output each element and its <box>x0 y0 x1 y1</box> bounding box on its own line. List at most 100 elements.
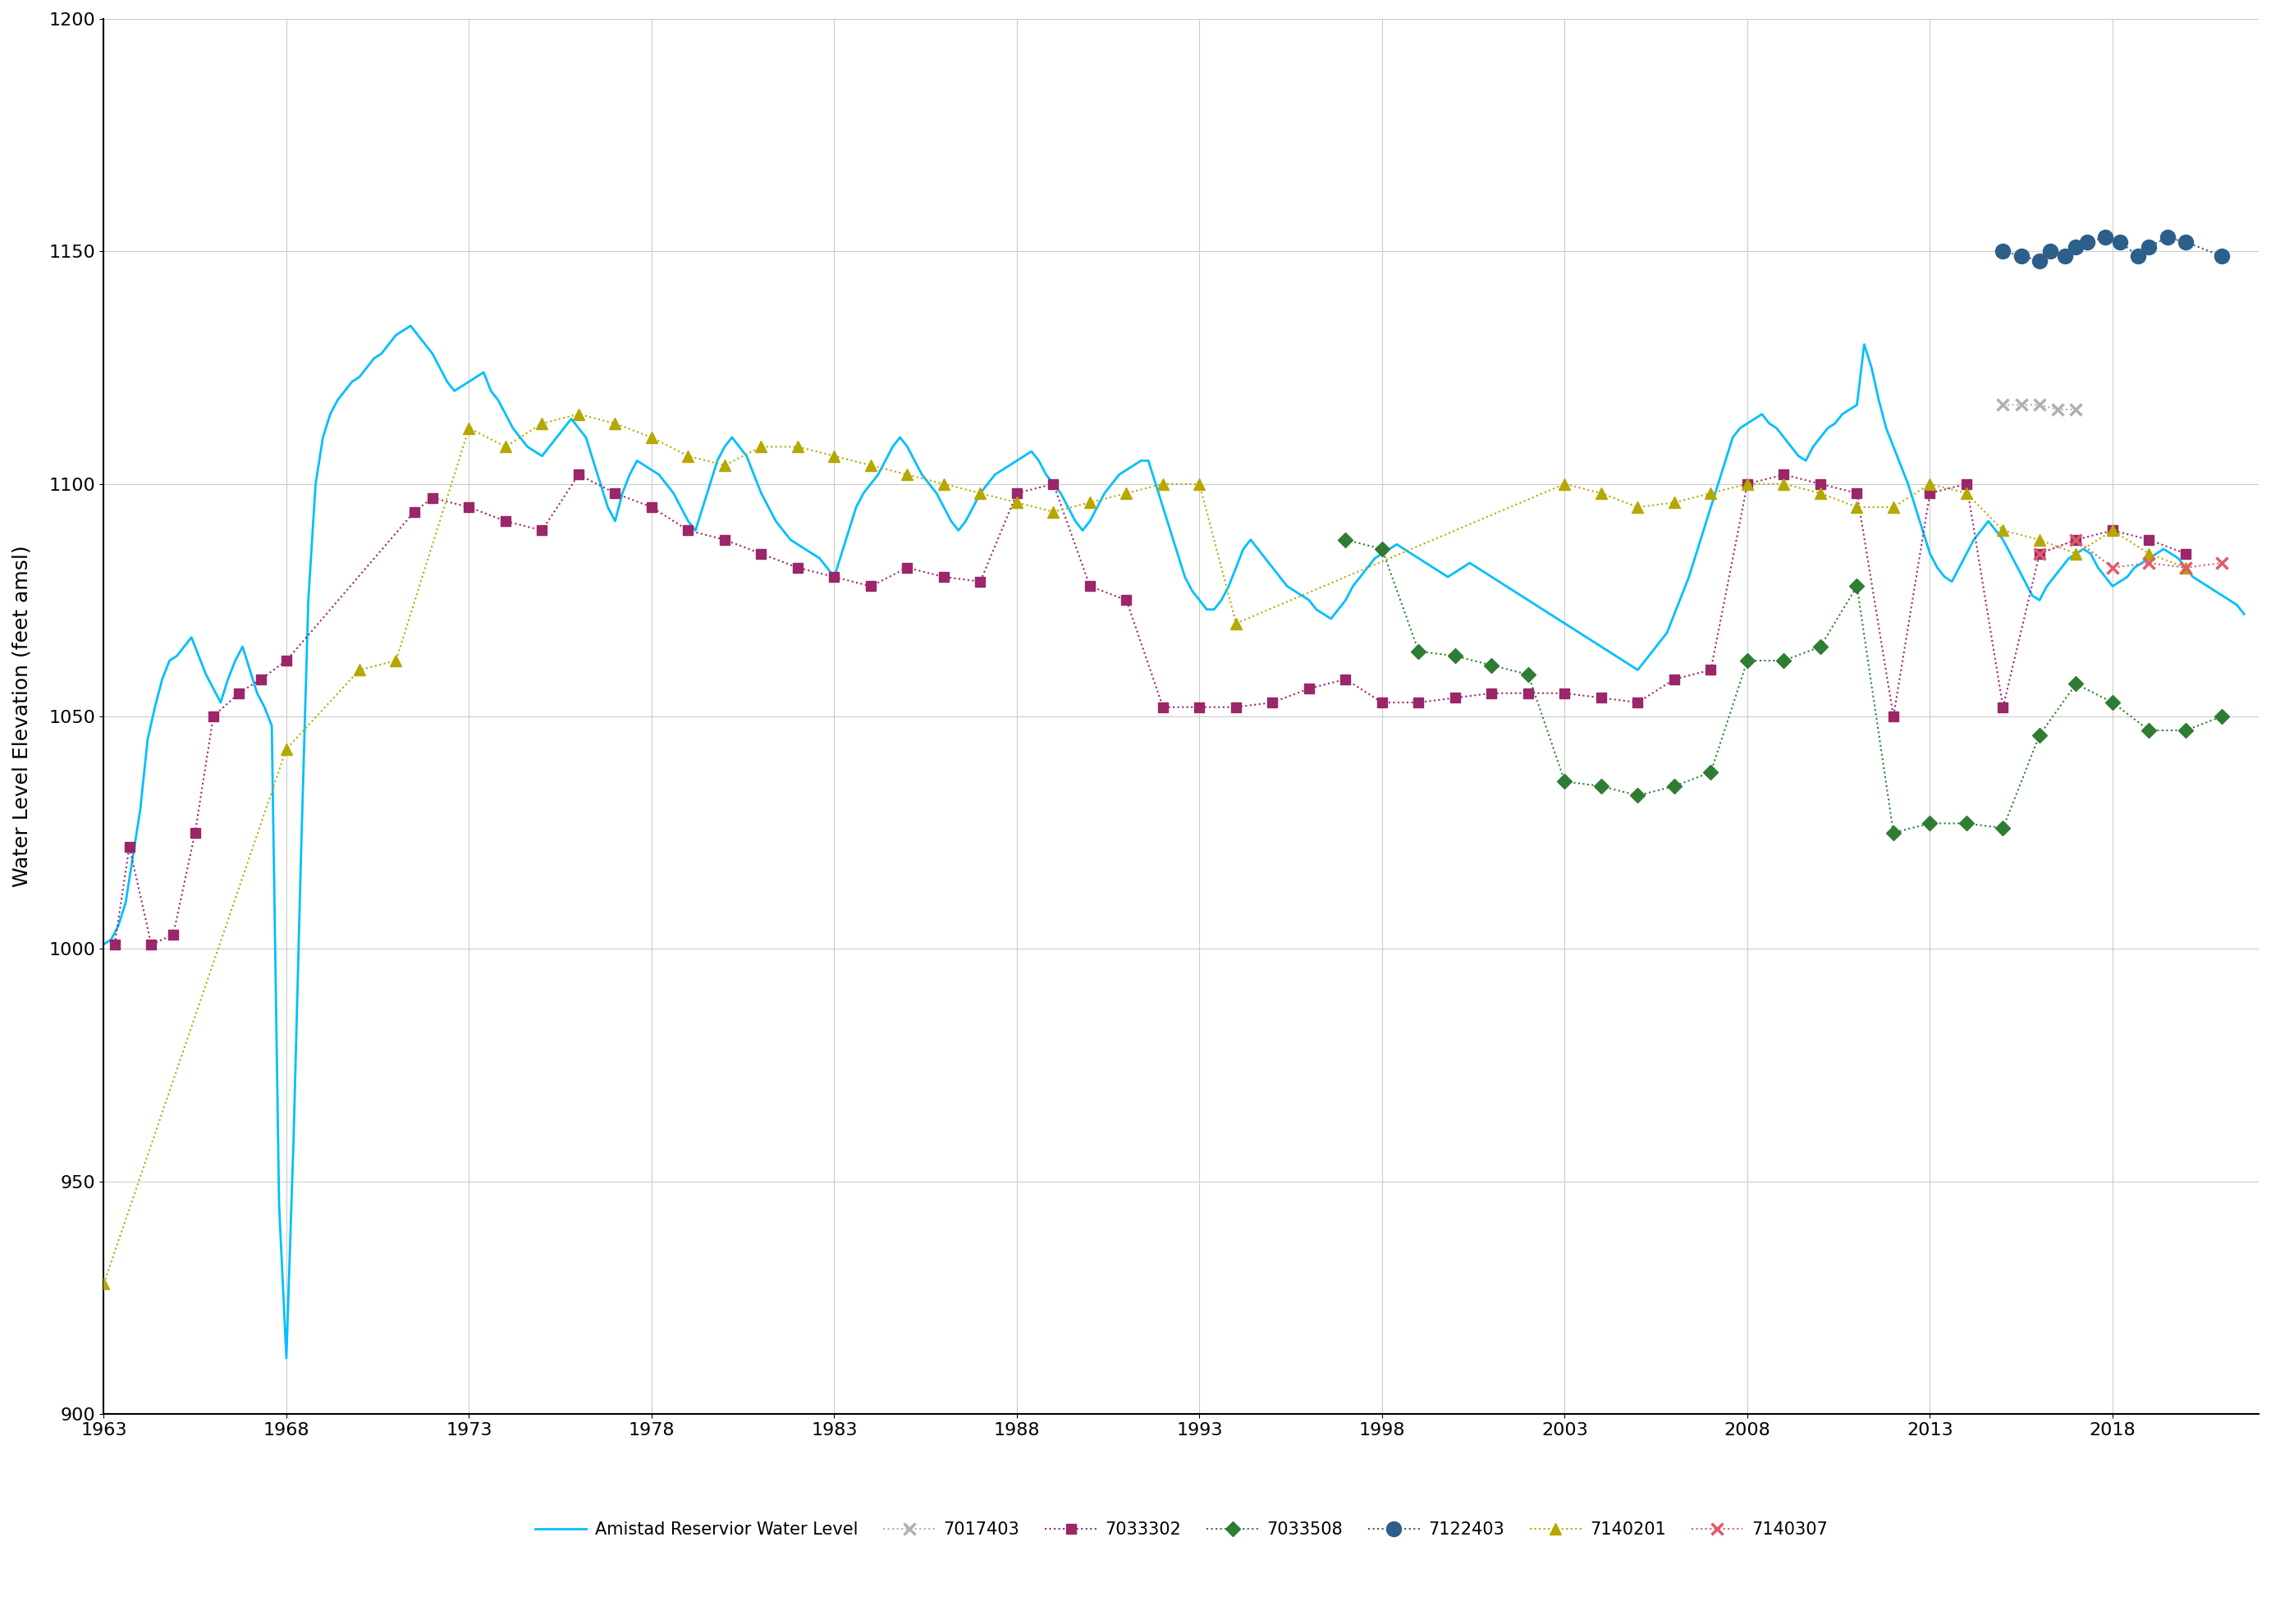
7140201 <box>820 447 847 466</box>
7140201 <box>1989 521 2017 541</box>
Line: 7017403: 7017403 <box>1996 400 2083 416</box>
Line: 7140307: 7140307 <box>2035 534 2228 573</box>
Amistad Reservior Water Level <box>2230 604 2257 624</box>
7140201 <box>1771 474 1799 494</box>
7122403 <box>2008 247 2035 266</box>
7033508 <box>1624 786 1651 806</box>
7033508 <box>1333 529 1360 549</box>
7033508 <box>1406 641 1433 661</box>
7140201 <box>91 1275 118 1294</box>
7122403 <box>2135 237 2162 257</box>
7140201 <box>895 464 922 484</box>
7033508 <box>1771 651 1799 671</box>
7140201 <box>783 437 811 456</box>
Amistad Reservior Water Level <box>223 651 250 671</box>
7033508 <box>2171 721 2198 741</box>
7033508 <box>1442 646 1469 666</box>
7033508 <box>1515 664 1542 684</box>
7140201 <box>1040 502 1067 521</box>
7140201 <box>382 651 409 671</box>
7140201 <box>1113 484 1140 503</box>
7033508 <box>1660 776 1687 796</box>
Amistad Reservior Water Level <box>1917 544 1944 564</box>
7140201 <box>1149 474 1176 494</box>
7140201 <box>493 437 520 456</box>
7140307 <box>2171 559 2198 578</box>
7140201 <box>273 739 300 758</box>
Amistad Reservior Water Level <box>849 484 877 503</box>
7140307 <box>2098 559 2126 578</box>
7033508 <box>1551 771 1578 791</box>
7033508 <box>1917 814 1944 833</box>
7033302 <box>2171 544 2198 564</box>
7140201 <box>565 404 593 424</box>
7140201 <box>967 484 995 503</box>
Amistad Reservior Water Level <box>447 377 475 396</box>
7140201 <box>1587 484 1615 503</box>
7140201 <box>931 474 958 494</box>
7033302 <box>400 502 427 521</box>
7140201 <box>529 414 556 434</box>
7140201 <box>747 437 774 456</box>
7033508 <box>1953 814 1980 833</box>
Line: 7140201: 7140201 <box>98 409 2192 1289</box>
7033508 <box>1880 823 1908 843</box>
7140201 <box>1808 484 1835 503</box>
7140307 <box>2026 544 2053 564</box>
7140201 <box>1222 614 1249 633</box>
7017403 <box>2026 395 2053 414</box>
7122403 <box>2062 237 2089 257</box>
7122403 <box>2073 232 2101 252</box>
7140201 <box>2026 529 2053 549</box>
7033302 <box>139 934 166 953</box>
7140201 <box>1844 497 1871 516</box>
7122403 <box>2051 247 2078 266</box>
Amistad Reservior Water Level <box>770 521 797 541</box>
7140201 <box>1880 497 1908 516</box>
7140201 <box>1185 474 1213 494</box>
Y-axis label: Water Level Elevation (feet amsl): Water Level Elevation (feet amsl) <box>11 546 32 887</box>
7140201 <box>1551 474 1578 494</box>
7140201 <box>711 456 738 476</box>
7033508 <box>2062 674 2089 693</box>
7033302 <box>102 934 129 953</box>
7122403 <box>2092 227 2119 247</box>
7017403 <box>1989 395 2017 414</box>
7033508 <box>1733 651 1760 671</box>
7140201 <box>1696 484 1724 503</box>
7033302 <box>1185 697 1213 716</box>
Line: 7122403: 7122403 <box>1996 231 2230 268</box>
7122403 <box>2171 232 2198 252</box>
7033508 <box>1989 818 2017 838</box>
7033508 <box>2026 726 2053 745</box>
7033508 <box>2098 693 2126 713</box>
7140201 <box>638 427 665 447</box>
7017403 <box>2044 400 2071 419</box>
7140201 <box>345 661 372 680</box>
7140201 <box>2135 544 2162 564</box>
7140201 <box>2098 521 2126 541</box>
Amistad Reservior Water Level <box>273 1348 300 1367</box>
Line: 7033508: 7033508 <box>1340 534 2228 838</box>
7140201 <box>1076 492 1104 512</box>
Amistad Reservior Water Level <box>1733 414 1760 434</box>
7033508 <box>1478 656 1506 676</box>
7122403 <box>2207 247 2235 266</box>
7140201 <box>1004 492 1031 512</box>
7122403 <box>2105 232 2132 252</box>
7033302 <box>225 684 252 703</box>
7033508 <box>2207 706 2235 726</box>
7140201 <box>2062 544 2089 564</box>
7017403 <box>2062 400 2089 419</box>
7122403 <box>2026 252 2053 271</box>
7140201 <box>674 447 702 466</box>
Line: 7033302: 7033302 <box>109 469 2192 950</box>
7140201 <box>456 419 484 438</box>
7017403 <box>2008 395 2035 414</box>
7033508 <box>1587 776 1615 796</box>
Line: Amistad Reservior Water Level: Amistad Reservior Water Level <box>104 326 2244 1358</box>
7033508 <box>1369 539 1397 559</box>
7033508 <box>1844 577 1871 596</box>
Legend: Amistad Reservior Water Level, 7017403, 7033302, 7033508, 7122403, 7140201, 7140: Amistad Reservior Water Level, 7017403, … <box>529 1515 1835 1544</box>
7140307 <box>2207 554 2235 573</box>
